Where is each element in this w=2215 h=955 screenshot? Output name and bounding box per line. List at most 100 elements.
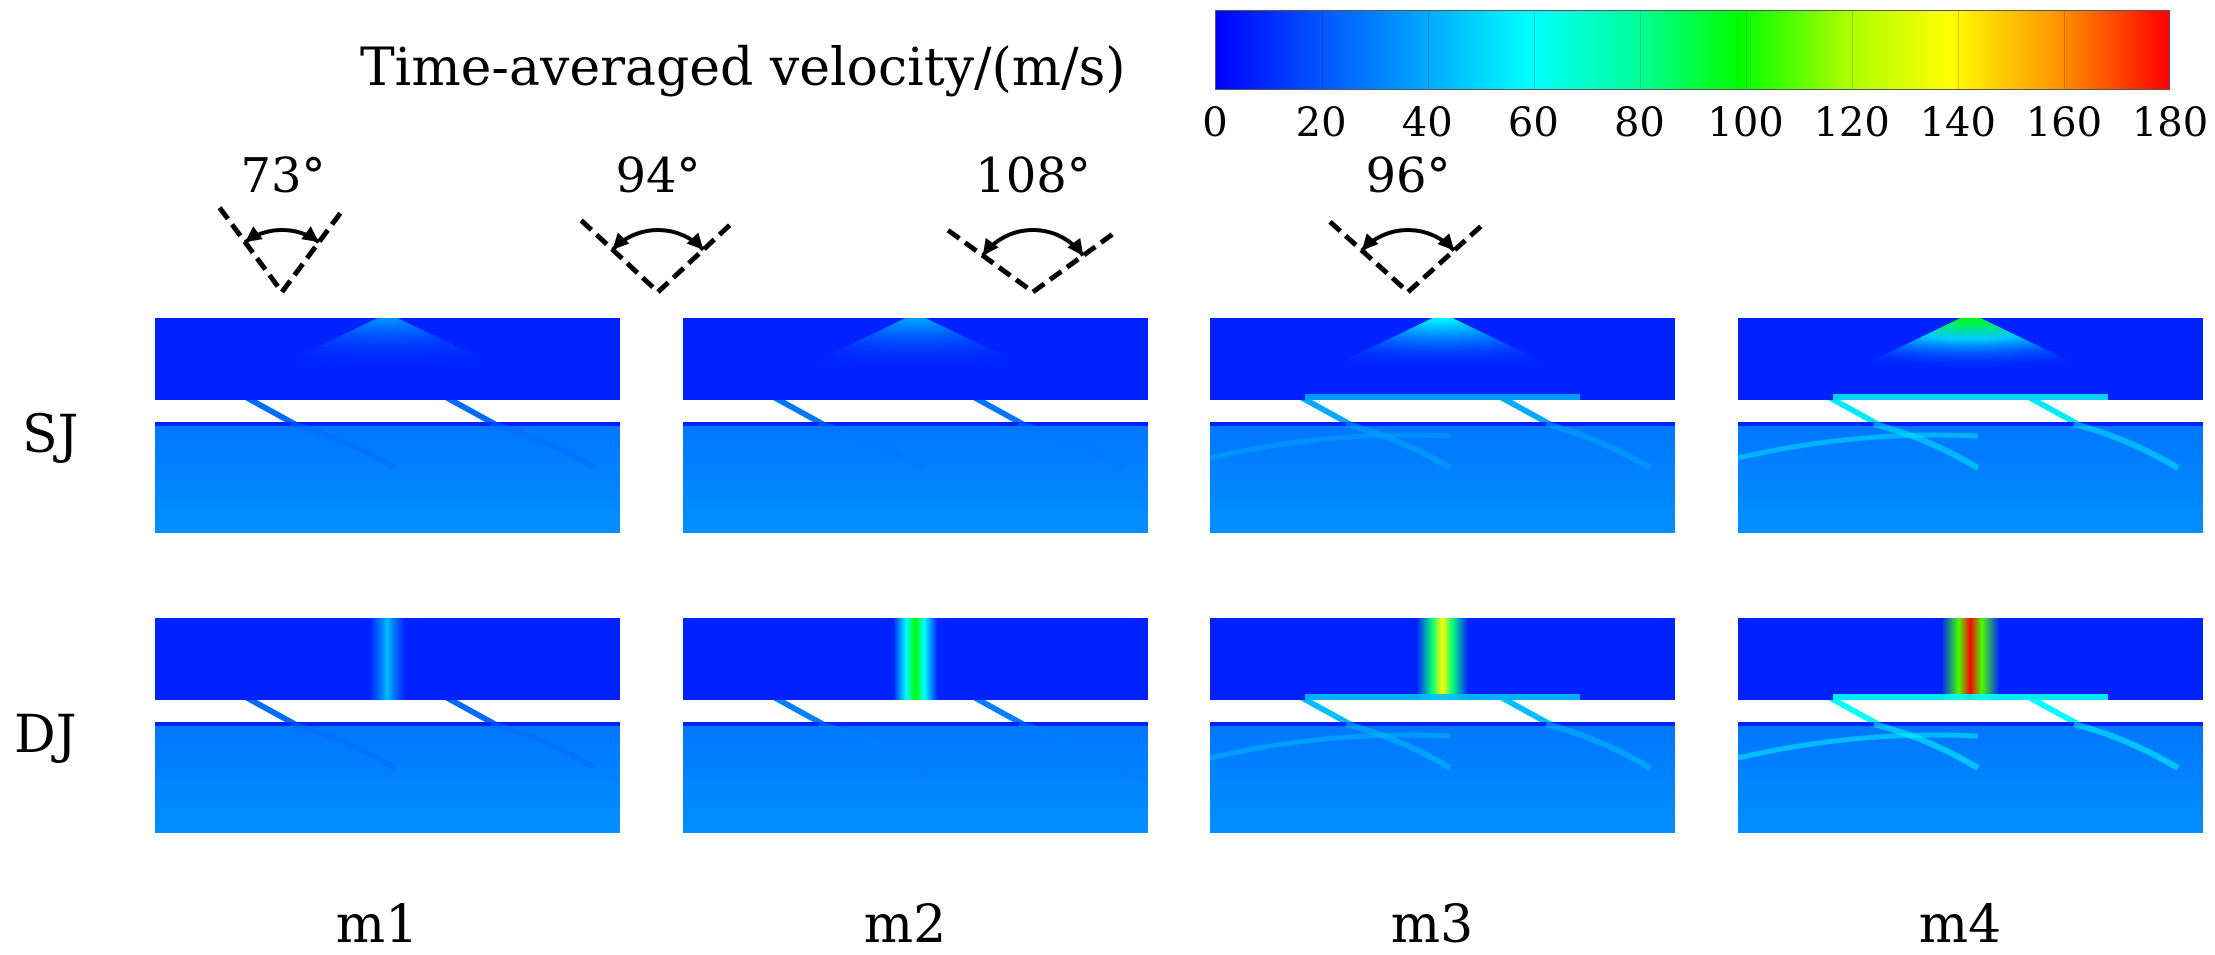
target-wall bbox=[1738, 700, 2203, 722]
film-trail bbox=[490, 721, 597, 771]
crossflow-channel bbox=[683, 422, 1148, 533]
wall-jet-layer bbox=[1305, 394, 1580, 400]
film-hole bbox=[973, 700, 1025, 722]
film-hole bbox=[245, 400, 297, 422]
target-wall bbox=[1210, 700, 1675, 722]
wedge-dashed-lines bbox=[579, 218, 737, 296]
film-hole bbox=[1828, 400, 1880, 422]
film-trail bbox=[818, 421, 925, 471]
colorbar-tick-label: 180 bbox=[2131, 100, 2209, 146]
colorbar-tick-label: 0 bbox=[1202, 100, 1228, 146]
wedge-dashed-lines bbox=[946, 228, 1120, 296]
impinging-jet-spread bbox=[735, 318, 1096, 400]
angle-arc bbox=[1360, 228, 1456, 252]
contour-panel-dj-m2 bbox=[683, 618, 1148, 833]
contour-panel-dj-m1 bbox=[155, 618, 620, 833]
colorbar-tick-label: 80 bbox=[1613, 100, 1665, 146]
arrowhead-left bbox=[1361, 233, 1379, 251]
colorbar-tick-label: 40 bbox=[1401, 100, 1453, 146]
colorbar-tick-label: 60 bbox=[1507, 100, 1559, 146]
film-hole bbox=[1500, 400, 1552, 422]
impinging-jet-spread bbox=[207, 318, 568, 400]
upstream-film bbox=[1210, 432, 1451, 461]
film-trail bbox=[1545, 421, 1652, 471]
impinging-jet-direct bbox=[1941, 618, 2000, 700]
film-hole bbox=[2028, 400, 2080, 422]
film-hole bbox=[1828, 700, 1880, 722]
channel-boundary bbox=[1738, 422, 2203, 426]
channel-boundary bbox=[1738, 722, 2203, 726]
film-hole bbox=[445, 400, 497, 422]
target-wall bbox=[683, 700, 1148, 722]
crossflow-channel bbox=[1738, 722, 2203, 833]
film-trail bbox=[1018, 721, 1125, 771]
target-wall bbox=[1210, 400, 1675, 422]
channel-boundary bbox=[1210, 722, 1675, 726]
angle-arc bbox=[981, 228, 1085, 257]
channel-boundary bbox=[683, 422, 1148, 426]
film-hole bbox=[1300, 400, 1352, 422]
colorbar-tick-label: 100 bbox=[1707, 100, 1784, 146]
row-label-dj: DJ bbox=[14, 705, 77, 765]
target-wall bbox=[683, 400, 1148, 422]
angle-label-m4: 96° bbox=[1365, 148, 1451, 204]
colorbar bbox=[1215, 10, 2170, 90]
channel-boundary bbox=[1210, 422, 1675, 426]
film-trail bbox=[290, 721, 397, 771]
film-trail bbox=[1545, 721, 1652, 771]
column-label-m3: m3 bbox=[1390, 895, 1474, 955]
arrowhead-left bbox=[245, 226, 263, 243]
arrowhead-right bbox=[1437, 233, 1455, 251]
upstream-film bbox=[1210, 732, 1451, 761]
film-hole bbox=[773, 400, 825, 422]
channel-boundary bbox=[155, 422, 620, 426]
upstream-film bbox=[1738, 732, 1979, 761]
row-label-sj: SJ bbox=[22, 405, 79, 465]
colorbar-tick-label: 20 bbox=[1295, 100, 1347, 146]
film-trail bbox=[2073, 421, 2180, 471]
wedge-dashed-lines bbox=[217, 206, 347, 297]
impinging-jet-spread bbox=[1790, 318, 2151, 400]
channel-boundary bbox=[683, 722, 1148, 726]
impinging-jet-direct bbox=[893, 618, 938, 700]
contour-panel-dj-m4 bbox=[1738, 618, 2203, 833]
crossflow-channel bbox=[155, 722, 620, 833]
column-label-m2: m2 bbox=[863, 895, 947, 955]
film-trail bbox=[1018, 421, 1125, 471]
channel-boundary bbox=[155, 722, 620, 726]
crossflow-channel bbox=[683, 722, 1148, 833]
film-hole bbox=[1300, 700, 1352, 722]
upstream-film bbox=[1738, 432, 1979, 461]
colorbar-tick-label: 160 bbox=[2025, 100, 2103, 146]
film-trail bbox=[1345, 721, 1452, 771]
film-trail bbox=[818, 721, 925, 771]
column-label-m4: m4 bbox=[1918, 895, 2002, 955]
arrowhead-right bbox=[686, 232, 704, 250]
wall-jet-layer bbox=[1305, 694, 1580, 700]
film-hole bbox=[2028, 700, 2080, 722]
film-trail bbox=[1873, 421, 1980, 471]
column-label-m1: m1 bbox=[335, 895, 419, 955]
film-hole bbox=[445, 700, 497, 722]
angle-arc bbox=[611, 228, 705, 252]
film-trail bbox=[2073, 721, 2180, 771]
wall-jet-layer bbox=[1833, 694, 2108, 700]
film-trail bbox=[490, 421, 597, 471]
film-hole bbox=[973, 400, 1025, 422]
contour-panel-sj-m4 bbox=[1738, 318, 2203, 533]
film-hole bbox=[245, 700, 297, 722]
contour-panel-sj-m2 bbox=[683, 318, 1148, 533]
target-wall bbox=[155, 700, 620, 722]
impinging-jet-direct bbox=[369, 618, 406, 700]
arrowhead-right bbox=[1067, 237, 1084, 256]
contour-panel-dj-m3 bbox=[1210, 618, 1675, 833]
film-trail bbox=[290, 421, 397, 471]
crossflow-channel bbox=[1210, 722, 1675, 833]
colorbar-tick-label: 120 bbox=[1813, 100, 1890, 146]
film-hole bbox=[773, 700, 825, 722]
chart-title: Time-averaged velocity/(m/s) bbox=[360, 38, 1126, 98]
angle-label-m3: 108° bbox=[975, 148, 1091, 204]
contour-panel-sj-m1 bbox=[155, 318, 620, 533]
colorbar-tick-label: 140 bbox=[1919, 100, 1996, 146]
crossflow-channel bbox=[1210, 422, 1675, 533]
